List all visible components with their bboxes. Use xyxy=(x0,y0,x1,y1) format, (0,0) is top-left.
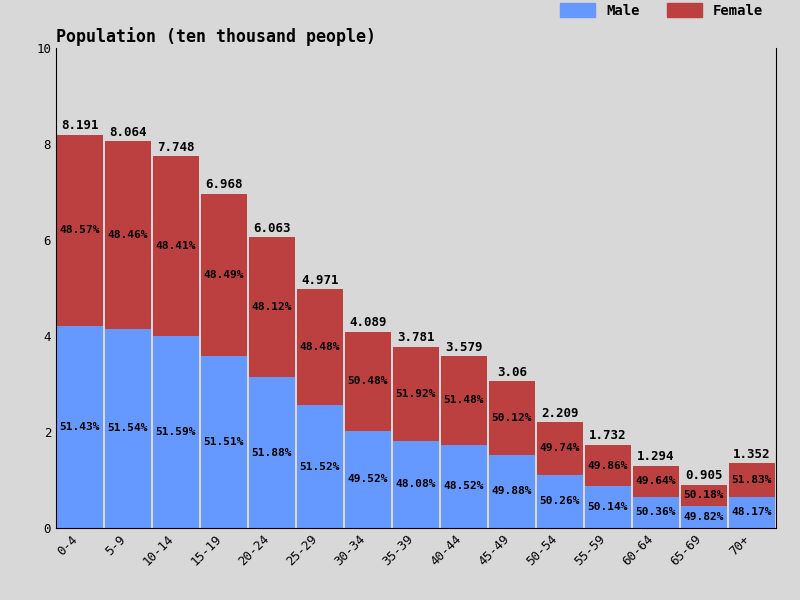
Bar xyxy=(250,377,294,528)
Bar xyxy=(58,135,102,326)
Bar xyxy=(538,422,582,475)
Bar xyxy=(106,141,151,329)
Bar xyxy=(202,356,246,528)
Text: 0.905: 0.905 xyxy=(686,469,722,482)
Text: 49.88%: 49.88% xyxy=(492,487,532,496)
Text: 3.781: 3.781 xyxy=(398,331,434,344)
Bar xyxy=(538,475,582,528)
Text: 51.59%: 51.59% xyxy=(156,427,196,437)
Text: 6.968: 6.968 xyxy=(206,178,242,191)
Bar xyxy=(202,194,246,356)
Text: 51.92%: 51.92% xyxy=(396,389,436,398)
Text: 50.12%: 50.12% xyxy=(492,413,532,423)
Text: 6.063: 6.063 xyxy=(254,221,290,235)
Bar xyxy=(298,289,343,405)
Bar xyxy=(106,329,151,528)
Bar xyxy=(634,497,678,528)
Bar xyxy=(586,487,630,528)
Text: 48.12%: 48.12% xyxy=(252,302,292,312)
Text: 49.74%: 49.74% xyxy=(540,443,580,454)
Text: 51.52%: 51.52% xyxy=(300,461,340,472)
Bar xyxy=(346,332,391,431)
Text: 48.46%: 48.46% xyxy=(108,230,148,240)
Text: 1.732: 1.732 xyxy=(590,430,626,442)
Text: 3.06: 3.06 xyxy=(497,366,527,379)
Text: Population (ten thousand people): Population (ten thousand people) xyxy=(56,28,376,46)
Bar xyxy=(154,156,198,336)
Bar xyxy=(442,356,486,445)
Bar xyxy=(346,431,391,528)
Text: 51.51%: 51.51% xyxy=(204,437,244,447)
Bar xyxy=(730,463,774,497)
Bar xyxy=(442,445,486,528)
Bar xyxy=(586,445,630,487)
Text: 49.82%: 49.82% xyxy=(684,512,724,522)
Bar xyxy=(394,347,439,441)
Text: 50.36%: 50.36% xyxy=(636,508,676,517)
Bar xyxy=(154,336,198,528)
Text: 7.748: 7.748 xyxy=(158,140,194,154)
Text: 51.43%: 51.43% xyxy=(60,422,100,432)
Text: 2.209: 2.209 xyxy=(542,407,578,419)
Text: 50.48%: 50.48% xyxy=(348,376,388,386)
Text: 50.18%: 50.18% xyxy=(684,490,724,500)
Bar xyxy=(250,237,294,377)
Bar xyxy=(394,441,439,528)
Bar xyxy=(490,455,534,528)
Text: 1.294: 1.294 xyxy=(638,451,674,463)
Text: 50.26%: 50.26% xyxy=(540,496,580,506)
Text: 8.191: 8.191 xyxy=(62,119,98,133)
Text: 48.49%: 48.49% xyxy=(204,269,244,280)
Text: 51.83%: 51.83% xyxy=(732,475,772,485)
Text: 49.86%: 49.86% xyxy=(588,461,628,470)
Bar xyxy=(730,497,774,528)
Text: 48.48%: 48.48% xyxy=(300,342,340,352)
Text: 3.579: 3.579 xyxy=(446,341,482,354)
Text: 51.88%: 51.88% xyxy=(252,448,292,458)
Bar xyxy=(682,506,726,528)
Bar xyxy=(490,381,534,455)
Text: 49.64%: 49.64% xyxy=(636,476,676,487)
Text: 48.17%: 48.17% xyxy=(732,508,772,517)
Text: 50.14%: 50.14% xyxy=(588,502,628,512)
Bar xyxy=(58,326,102,528)
Text: 8.064: 8.064 xyxy=(110,125,146,139)
Legend: Male, Female: Male, Female xyxy=(554,0,769,23)
Bar xyxy=(298,405,343,528)
Text: 4.089: 4.089 xyxy=(350,316,386,329)
Text: 49.52%: 49.52% xyxy=(348,475,388,484)
Text: 48.57%: 48.57% xyxy=(60,226,100,235)
Text: 51.54%: 51.54% xyxy=(108,423,148,433)
Bar xyxy=(634,466,678,497)
Text: 48.52%: 48.52% xyxy=(444,481,484,491)
Text: 48.41%: 48.41% xyxy=(156,241,196,251)
Text: 48.08%: 48.08% xyxy=(396,479,436,490)
Text: 1.352: 1.352 xyxy=(734,448,770,461)
Text: 4.971: 4.971 xyxy=(302,274,338,287)
Bar xyxy=(682,485,726,506)
Text: 51.48%: 51.48% xyxy=(444,395,484,406)
